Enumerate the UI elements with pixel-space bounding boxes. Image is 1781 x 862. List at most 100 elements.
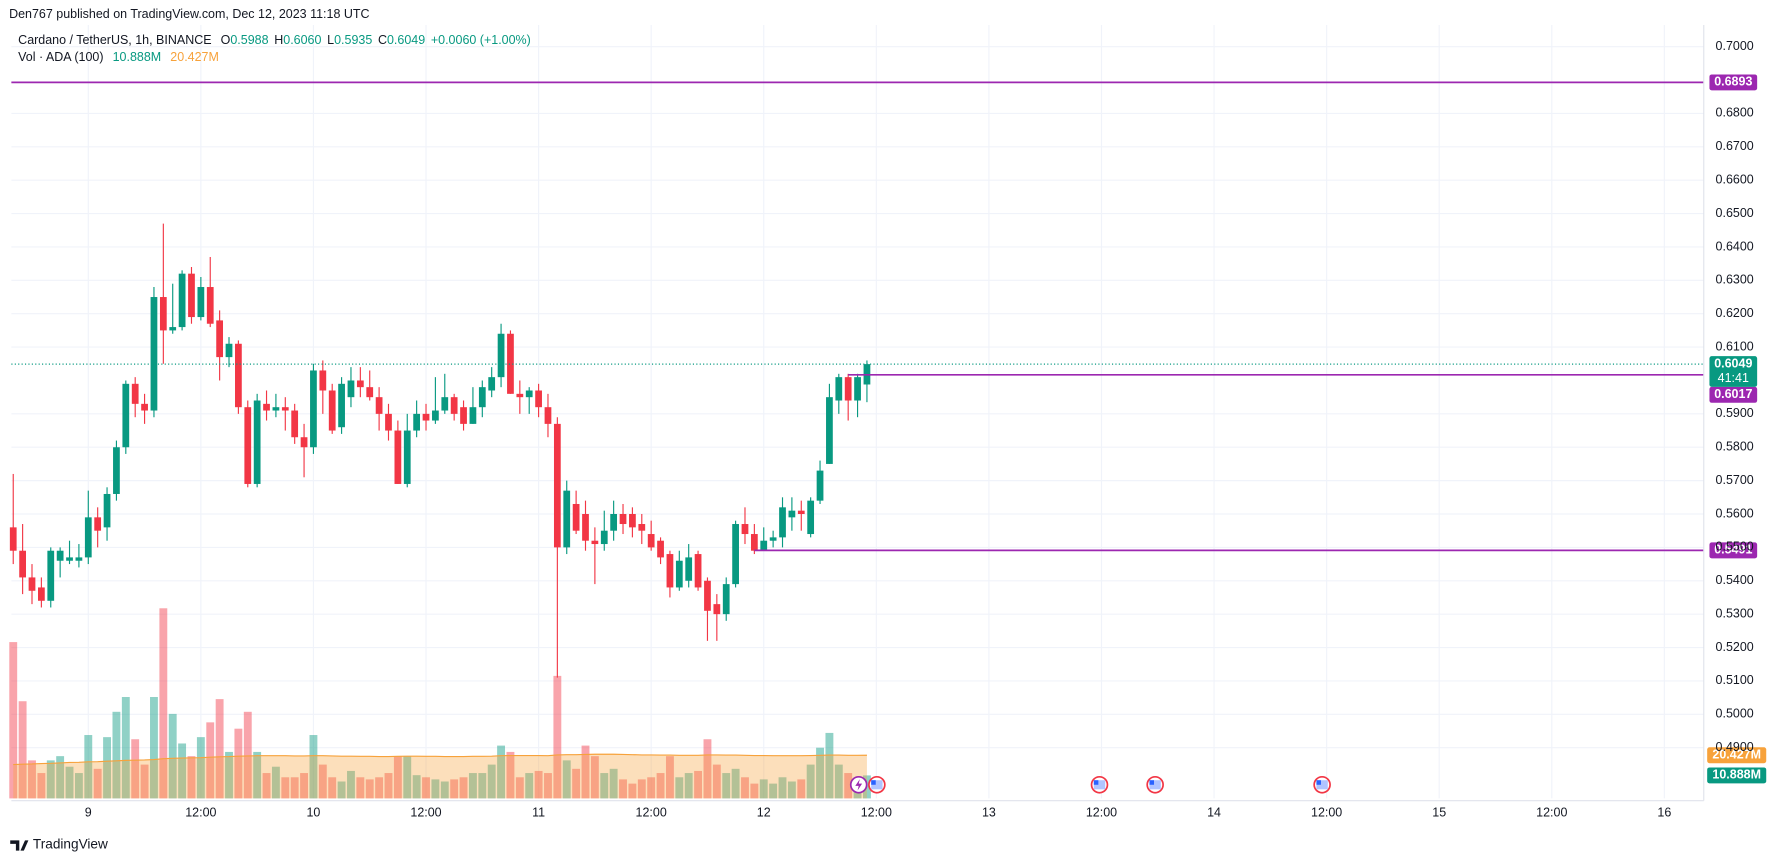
volume-bar [675, 777, 684, 799]
candle-body [600, 530, 608, 545]
event-icon-glyph [855, 779, 863, 791]
volume-bar [684, 773, 693, 799]
y-tick-label: 0.5500 [1716, 540, 1754, 554]
candle-body [657, 540, 664, 558]
volume-bar [816, 747, 824, 799]
volume-bar [103, 737, 111, 799]
candle-body [704, 580, 711, 611]
candle-body [216, 320, 224, 358]
volume-bar [74, 773, 83, 799]
volume-bar [93, 768, 102, 799]
candle-body [450, 397, 458, 414]
candle-body [66, 557, 73, 561]
candle-body [572, 503, 580, 531]
volume-bar [722, 773, 731, 799]
candle-body [591, 540, 599, 545]
y-tick-label: 0.5700 [1716, 473, 1754, 487]
candle-body [460, 407, 467, 424]
volume-bar [694, 770, 703, 799]
candle-body [516, 393, 524, 398]
y-tick-label: 0.5300 [1716, 606, 1754, 620]
volume-bar [159, 608, 168, 799]
candle-body [779, 507, 786, 538]
volume-bar [600, 773, 609, 799]
footer-brand: TradingView [33, 837, 108, 852]
volume-bar [544, 773, 552, 799]
x-tick-label: 9 [85, 805, 92, 819]
volume-bar [65, 766, 74, 799]
volume-bar [637, 779, 646, 799]
x-tick-label: 16 [1657, 805, 1671, 819]
candle-body [441, 397, 449, 411]
volume-bar [271, 766, 280, 799]
candle-body [610, 514, 618, 531]
volume-bar [150, 697, 158, 799]
volume-legend-value: 20.427M [170, 50, 219, 64]
candle-body [722, 584, 730, 615]
candle-body [422, 413, 430, 421]
x-tick-label: 14 [1207, 805, 1221, 819]
volume-bar [750, 783, 759, 799]
volume-bar [403, 756, 412, 799]
ohlc-key: L [327, 33, 334, 47]
volume-bar [609, 768, 618, 799]
candle-body [235, 343, 242, 408]
volume-bar [778, 777, 787, 799]
y-tick-label: 0.6700 [1716, 139, 1754, 153]
candle-body [385, 413, 392, 431]
volume-bar [28, 760, 36, 799]
x-tick-label: 12:00 [636, 805, 667, 819]
volume-bar [9, 642, 18, 799]
candle-body [694, 554, 702, 588]
volume-bar [234, 728, 243, 799]
candle-body [582, 514, 589, 541]
candle-body [750, 534, 758, 551]
volume-ma-area [13, 754, 867, 799]
volume-bar [844, 773, 853, 799]
candle-body [638, 524, 646, 531]
volume-bar [225, 751, 233, 799]
volume-bar [84, 735, 93, 799]
x-tick-label: 13 [982, 805, 996, 819]
symbol: Cardano / TetherUS, 1h, BINANCE [18, 33, 211, 47]
volume-bar [262, 773, 271, 799]
candle-body [685, 557, 693, 581]
flag-icon[interactable] [1146, 775, 1164, 794]
volume-bar [37, 773, 46, 799]
candle-body [347, 380, 355, 398]
y-tick-label: 0.4900 [1716, 740, 1754, 754]
candle-body [675, 560, 683, 588]
volume-bar [797, 779, 806, 799]
y-tick-label: 0.5400 [1716, 573, 1754, 587]
candle-body [854, 377, 861, 401]
candle-body [488, 377, 496, 391]
flag-icon[interactable] [1313, 775, 1331, 794]
candle-body [732, 524, 739, 585]
candle-body [797, 510, 805, 515]
volume-bar [140, 764, 149, 799]
y-tick-label: 0.6800 [1716, 106, 1754, 120]
flag-icon[interactable] [1090, 775, 1109, 794]
y-tick-label: 0.5800 [1716, 440, 1754, 454]
symbol-legend: Cardano / TetherUS, 1h, BINANCE O0.5988 H0… [18, 33, 531, 47]
ohlc-key: H [274, 33, 283, 47]
flag-icon[interactable] [868, 775, 886, 794]
candle-body [103, 493, 111, 528]
candle-body [319, 370, 327, 391]
x-tick-label: 15 [1432, 805, 1446, 819]
candle-body [178, 273, 186, 328]
candle-body [769, 537, 777, 541]
volume-label-box [1707, 747, 1767, 764]
volume-bar [318, 764, 327, 799]
candle-body [159, 297, 167, 331]
volume-bar [572, 768, 581, 799]
volume-bar [215, 699, 224, 799]
volume-bar [347, 770, 355, 799]
candle-body [291, 410, 299, 438]
candle-body [535, 390, 542, 408]
candle-body [760, 540, 768, 551]
volume-bar [422, 777, 430, 799]
volume-bar [121, 697, 130, 799]
